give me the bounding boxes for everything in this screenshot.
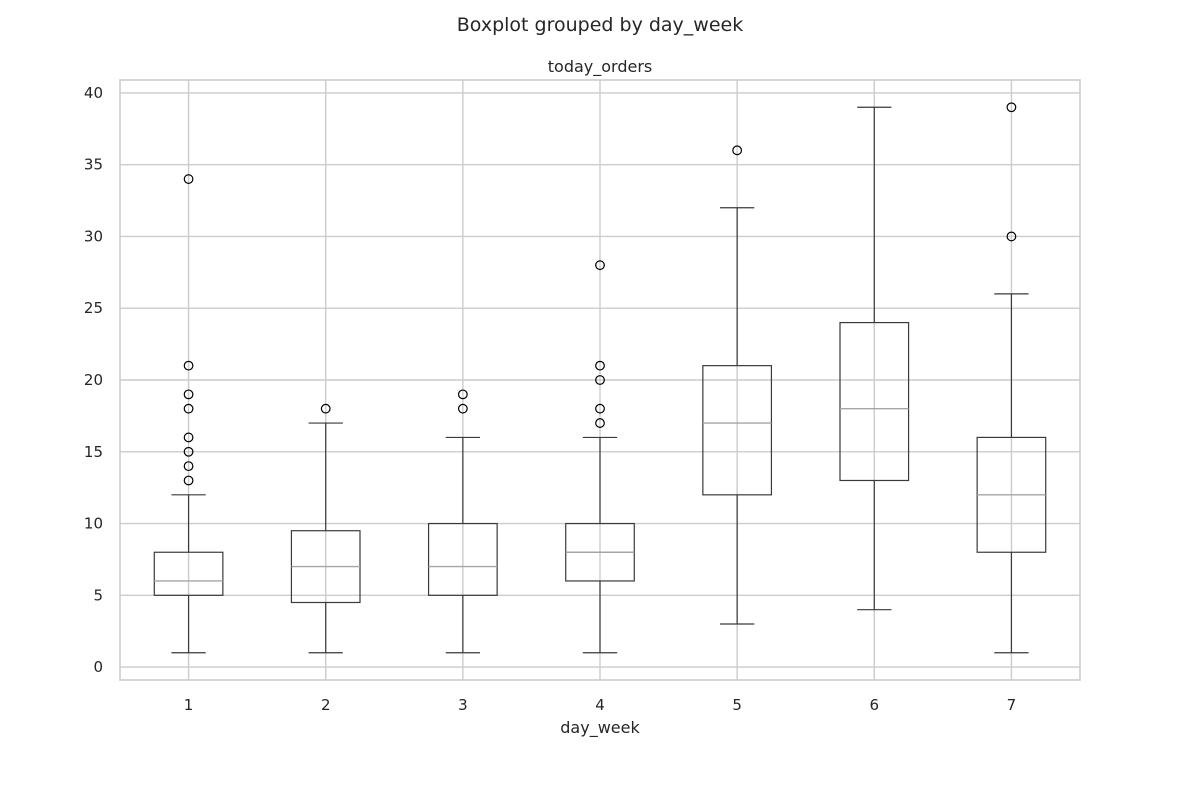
outlier-point: [320, 403, 331, 414]
x-tick-label: 3: [458, 696, 468, 714]
outlier-point: [595, 260, 605, 271]
outlier-point: [732, 145, 743, 156]
outlier-point: [595, 360, 605, 371]
outlier-point: [183, 475, 194, 486]
outlier-point: [595, 403, 605, 414]
outlier-point: [183, 174, 194, 184]
x-tick-label: 4: [595, 696, 605, 714]
box-group-3: [427, 389, 498, 654]
outlier-point: [183, 403, 194, 414]
y-tick-label: 20: [84, 371, 103, 389]
chart-title: today_orders: [548, 57, 653, 77]
x-tick-label: 5: [732, 696, 742, 714]
y-tick-label: 25: [84, 299, 103, 317]
iqr-box: [839, 321, 910, 482]
box-group-2: [290, 403, 361, 654]
outlier-point: [457, 389, 468, 400]
outlier-point: [183, 461, 194, 472]
iqr-box: [427, 522, 498, 596]
x-tick-label: 1: [184, 696, 194, 714]
x-axis-label: day_week: [560, 718, 640, 738]
outlier-point: [1006, 231, 1017, 242]
box-group-5: [702, 145, 773, 625]
iqr-box: [702, 365, 773, 496]
y-tick-label: 40: [84, 84, 103, 102]
outlier-point: [595, 418, 605, 428]
plot-frame: [119, 79, 1081, 681]
y-tick-label: 35: [84, 156, 103, 174]
outlier-point: [183, 446, 194, 457]
x-tick-label: 7: [1007, 696, 1017, 714]
box-group-1: [153, 174, 224, 654]
figure-suptitle: Boxplot grouped by day_week: [457, 14, 743, 36]
box-layer: [153, 102, 1047, 654]
y-tick-label: 15: [84, 443, 103, 461]
box-group-4: [565, 260, 635, 654]
outlier-point: [1006, 102, 1017, 113]
outlier-point: [183, 432, 194, 443]
y-tick-label: 5: [93, 586, 103, 604]
outlier-point: [595, 375, 605, 385]
y-tick-label: 10: [84, 515, 103, 533]
iqr-box: [153, 551, 224, 596]
outlier-point: [183, 360, 194, 371]
label-layer: 0 5 10 15 20 25 30 35 40 1 2 3 4 5 6 7: [84, 84, 1016, 714]
x-tick-label: 2: [321, 696, 331, 714]
x-tick-label: 6: [870, 696, 880, 714]
box-group-6: [839, 106, 910, 611]
y-tick-label: 30: [84, 227, 103, 245]
outlier-point: [457, 403, 468, 414]
y-tick-label: 0: [93, 658, 103, 676]
box-group-7: [976, 102, 1047, 654]
outlier-point: [183, 389, 194, 400]
